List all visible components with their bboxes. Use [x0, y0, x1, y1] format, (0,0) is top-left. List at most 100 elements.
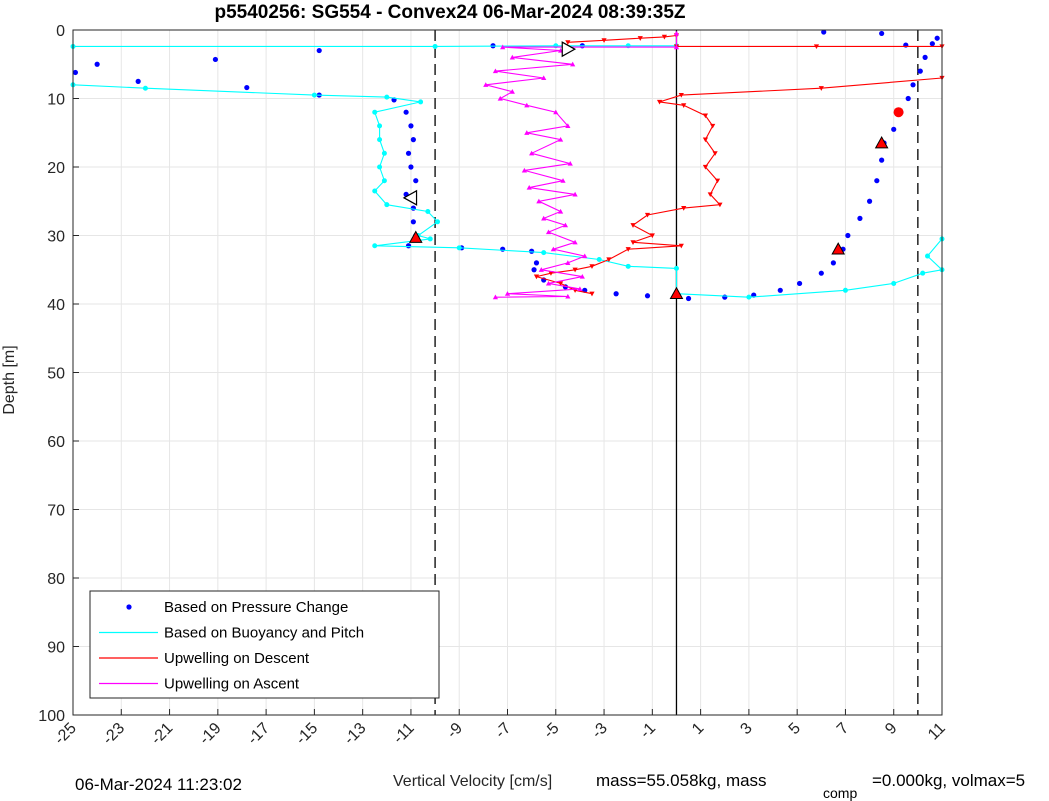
- based-on-buoyancy-and-pitch-point: [746, 294, 752, 300]
- highlight-triangle: [408, 230, 423, 243]
- x-tick-label: -15: [293, 720, 321, 748]
- x-tick-label: 1: [689, 720, 707, 738]
- based-on-pressure-change-point: [644, 293, 651, 299]
- based-on-pressure-change-point: [879, 30, 885, 37]
- highlight-triangle: [669, 286, 684, 300]
- based-on-pressure-change-point: [410, 219, 416, 225]
- based-on-buoyancy-and-pitch-point: [311, 92, 317, 98]
- series-upwelling-on-descent: [533, 33, 945, 297]
- upwelling-on-ascent-point: [536, 198, 542, 204]
- x-tick-label: -21: [148, 720, 176, 748]
- based-on-pressure-change-point: [613, 291, 619, 297]
- chart-title: p5540256: SG554 - Convex24 06-Mar-2024 0…: [214, 2, 685, 23]
- based-on-buoyancy-and-pitch-point: [596, 256, 602, 262]
- upwelling-on-descent-point: [637, 36, 643, 41]
- upwelling-on-ascent-point: [541, 75, 547, 81]
- upwelling-on-ascent-point: [529, 150, 535, 156]
- y-axis-ticks: 0 10 20 30 40 50 60 70 80 90 100: [38, 23, 79, 725]
- highlight-triangle: [874, 135, 889, 149]
- based-on-pressure-change-point: [891, 126, 897, 132]
- upwelling-on-descent-point: [714, 178, 721, 184]
- upwelling-on-ascent-point: [565, 260, 571, 265]
- upwelling-on-ascent-line: [485, 33, 678, 298]
- upwelling-on-ascent-point: [565, 123, 571, 128]
- x-tick-label: -23: [100, 720, 128, 748]
- upwelling-on-ascent-point: [538, 267, 544, 272]
- upwelling-on-ascent-point: [526, 184, 532, 190]
- upwelling-on-ascent-point: [500, 44, 506, 50]
- y-tick-label: 80: [47, 571, 65, 588]
- upwelling-on-descent-point: [558, 281, 564, 287]
- upwelling-on-descent-point: [649, 233, 655, 239]
- based-on-pressure-change-point: [910, 82, 916, 88]
- based-on-pressure-change-point: [529, 248, 535, 254]
- start-marker: [402, 189, 418, 206]
- footer-volmax-info: =0.000kg, volmax=5: [872, 771, 1025, 790]
- x-tick-label: -17: [245, 720, 273, 748]
- based-on-buoyancy-and-pitch-point: [842, 287, 848, 293]
- based-on-pressure-change-point: [685, 295, 692, 302]
- upwelling-on-descent-line: [536, 34, 943, 295]
- upwelling-on-descent-point: [813, 44, 820, 50]
- based-on-buoyancy-and-pitch-point: [377, 137, 383, 143]
- based-on-buoyancy-and-pitch-point: [381, 150, 387, 156]
- based-on-buoyancy-and-pitch-point: [925, 253, 931, 259]
- upwelling-on-descent-point: [702, 137, 709, 143]
- based-on-pressure-change-point: [874, 178, 880, 184]
- based-on-buoyancy-and-pitch-point: [456, 245, 462, 251]
- upwelling-on-descent-point: [661, 34, 668, 40]
- legend-swatch-based-on-pressure-change: [126, 604, 132, 610]
- upwelling-on-ascent-point: [545, 229, 552, 235]
- based-on-pressure-change-point: [94, 61, 100, 67]
- upwelling-on-ascent-point: [545, 280, 552, 286]
- legend-box: [89, 590, 440, 699]
- based-on-pressure-change-point: [845, 232, 851, 239]
- upwelling-on-ascent-point: [504, 291, 511, 296]
- x-tick-label: 9: [882, 720, 900, 738]
- based-on-pressure-change-point: [244, 84, 250, 91]
- based-on-pressure-change-point: [531, 267, 537, 273]
- upwelling-on-ascent-point: [524, 102, 530, 108]
- upwelling-on-ascent-point: [550, 246, 556, 252]
- upwelling-on-ascent-point: [572, 191, 578, 197]
- upwelling-on-descent-point: [589, 291, 595, 297]
- upwelling-on-ascent-point: [673, 44, 680, 50]
- y-axis-label: Depth [m]: [1, 345, 18, 414]
- x-tick-label: -19: [196, 720, 224, 748]
- based-on-pressure-change-point: [413, 178, 419, 184]
- series-upwelling-on-ascent: [483, 30, 680, 300]
- upwelling-on-descent-point: [678, 243, 684, 249]
- footer-mass-info: mass=55.058kg, mass: [596, 771, 767, 790]
- based-on-buoyancy-and-pitch-point: [142, 85, 148, 91]
- upwelling-on-ascent-point: [562, 222, 569, 228]
- upwelling-on-ascent-point: [558, 208, 564, 214]
- based-on-buoyancy-and-pitch-point: [384, 202, 390, 208]
- x-tick-label: 3: [737, 720, 755, 738]
- based-on-buoyancy-and-pitch-point: [427, 236, 433, 242]
- x-tick-label: -11: [390, 720, 418, 748]
- y-tick-label: 90: [47, 640, 65, 657]
- upwelling-on-ascent-point: [558, 137, 564, 142]
- based-on-buoyancy-and-pitch-point: [432, 43, 438, 49]
- based-on-pressure-change-point: [796, 280, 803, 287]
- y-tick-label: 30: [47, 229, 65, 246]
- upwelling-on-ascent-point: [572, 239, 578, 245]
- legend: Based on Pressure Change Based on Buoyanc…: [89, 590, 440, 699]
- y-tick-label: 50: [47, 366, 65, 383]
- upwelling-on-ascent-point: [524, 130, 530, 135]
- based-on-pressure-change-point: [821, 29, 827, 35]
- x-tick-label: -13: [341, 720, 369, 748]
- upwelling-on-ascent-point: [509, 89, 515, 94]
- based-on-pressure-change-point: [405, 243, 412, 249]
- based-on-pressure-change-point: [410, 137, 416, 143]
- upwelling-on-descent-point: [818, 86, 824, 91]
- y-tick-label: 40: [47, 297, 65, 314]
- upwelling-on-descent-point: [681, 103, 687, 108]
- upwelling-on-ascent-point: [541, 215, 547, 221]
- highlight-dot: [893, 107, 904, 118]
- based-on-pressure-change-point: [408, 123, 414, 129]
- based-on-pressure-change-point: [72, 69, 79, 76]
- upwelling-on-descent-point: [702, 164, 709, 170]
- based-on-buoyancy-and-pitch-point: [372, 188, 378, 194]
- upwelling-on-ascent-point: [521, 167, 527, 173]
